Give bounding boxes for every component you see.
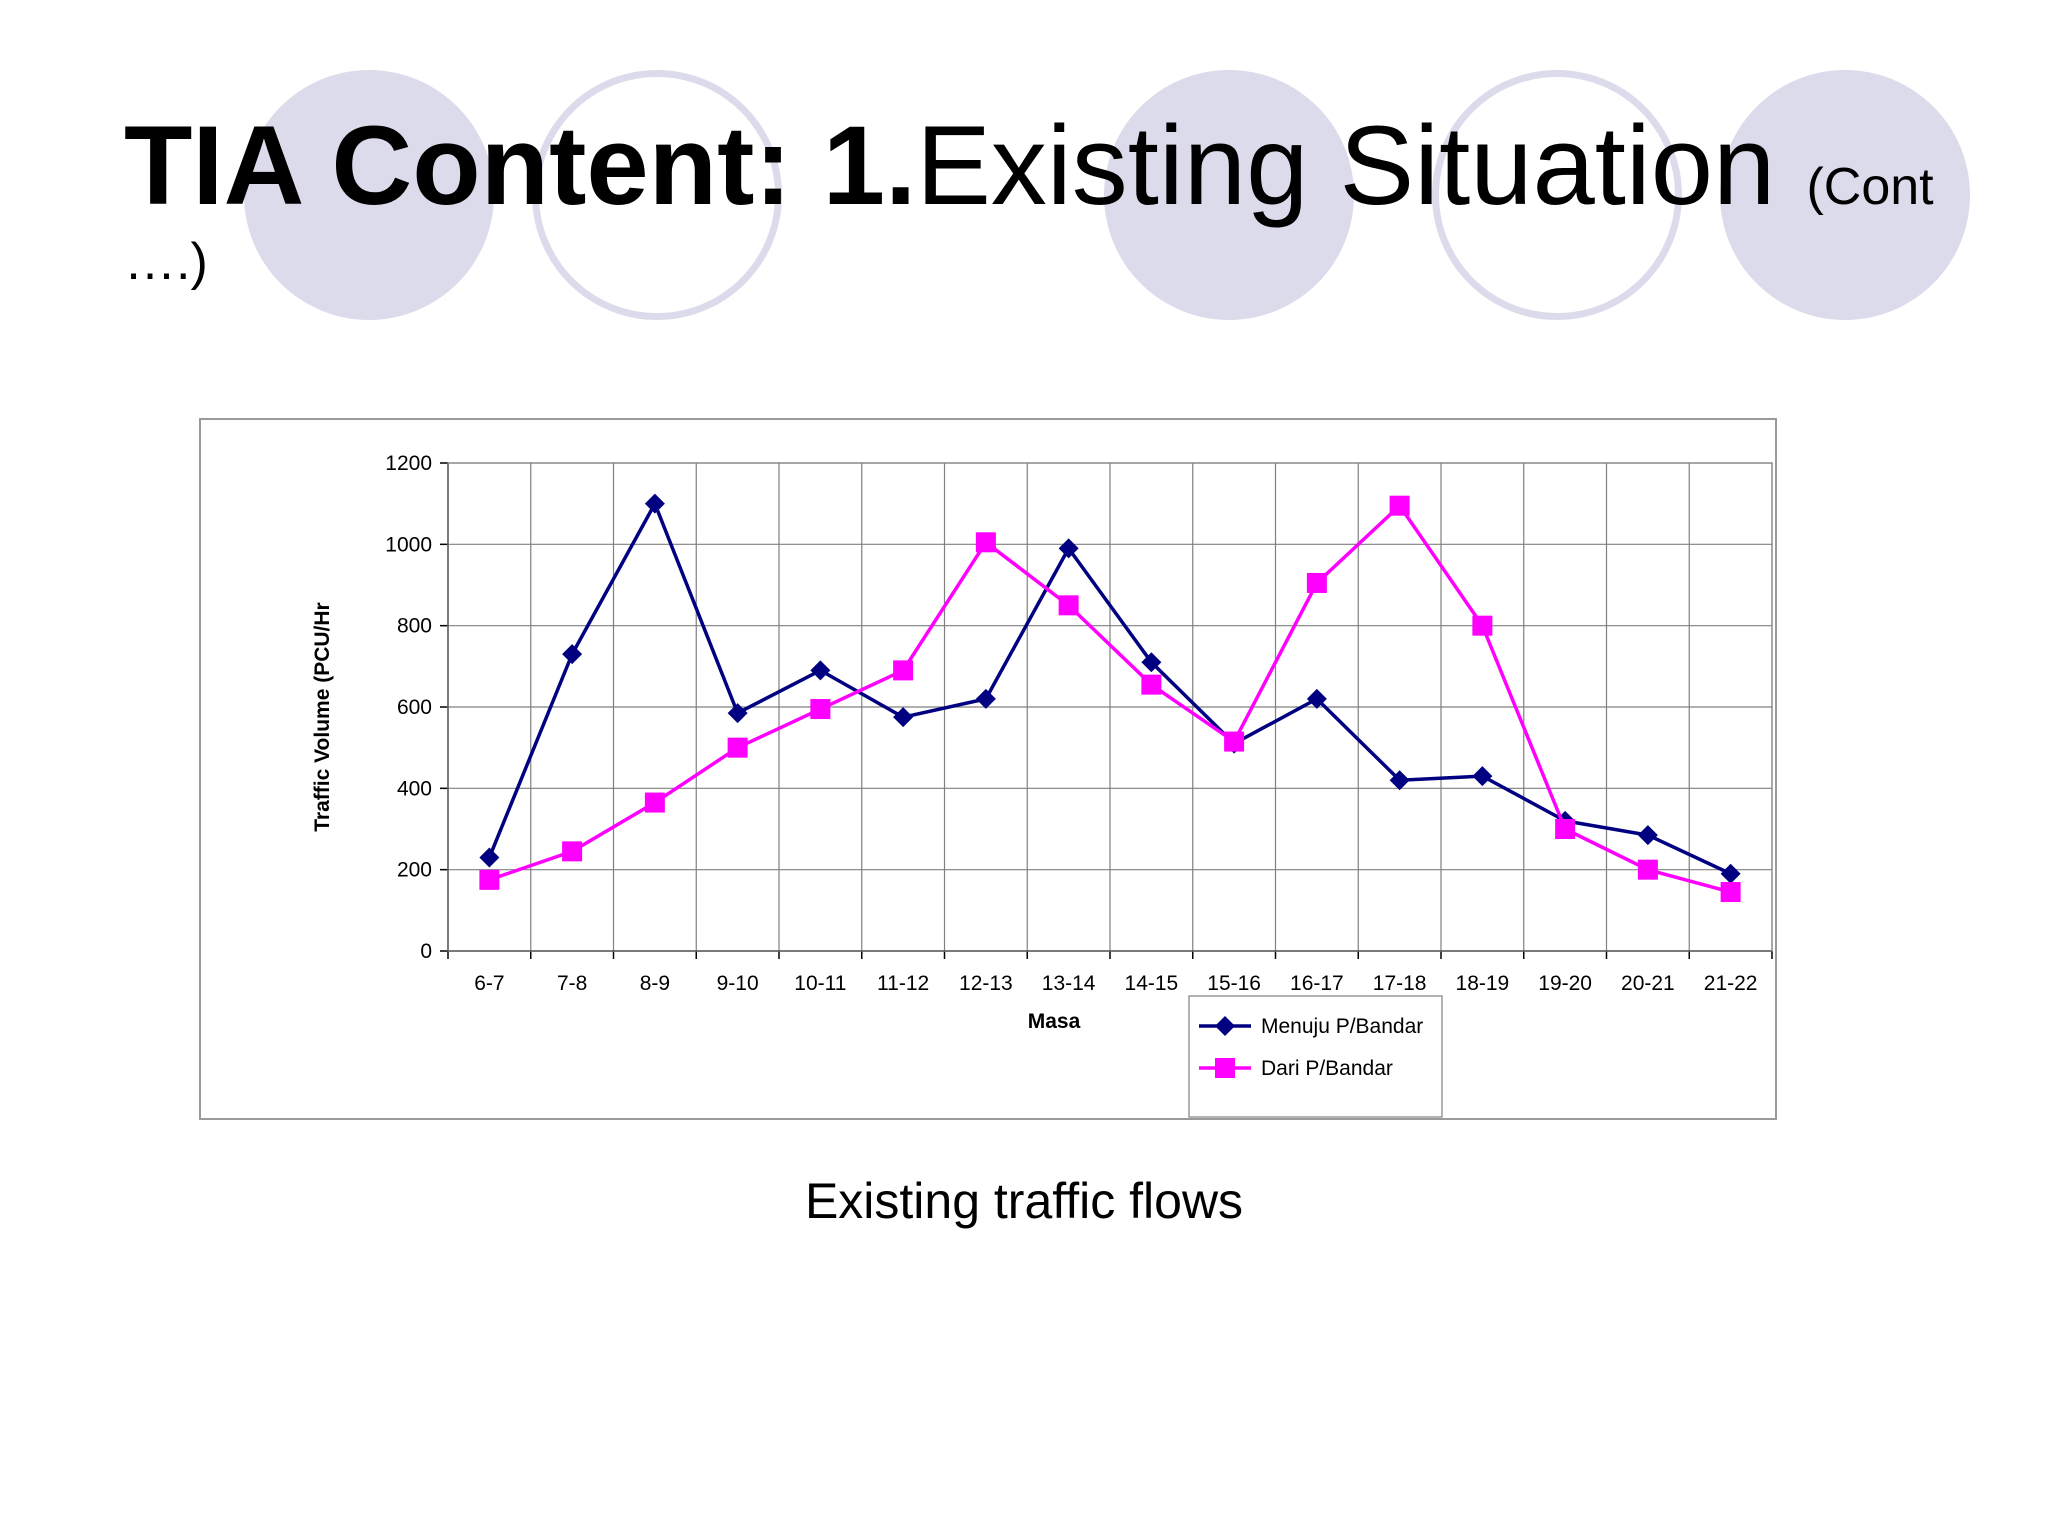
series-2-point: [479, 869, 500, 890]
x-tick-label: 8-9: [640, 972, 670, 995]
chart-frame: 0 200 400 600 800 1000 1200 6-7 7-8 8-9 9-10 10-11 1…: [199, 418, 1777, 1120]
decorative-circle-filled-2: [1104, 70, 1354, 320]
y-tick-label: 400: [397, 777, 432, 800]
x-tick-label: 14-15: [1125, 972, 1179, 995]
x-tick-label: 6-7: [474, 972, 504, 995]
series-2-point: [1720, 882, 1741, 903]
y-tick-label: 1200: [385, 452, 432, 475]
series-line-2: [488, 503, 1732, 894]
slide-title-normal: Existing Situation: [916, 103, 1807, 228]
series-1-point: [975, 688, 996, 709]
x-tick-label: 10-11: [794, 972, 846, 995]
y-tick-label: 0: [420, 940, 432, 963]
y-axis-title: Traffic Volume (PCU/Hr: [311, 602, 334, 831]
x-tick-label: 21-22: [1704, 972, 1758, 995]
series-2-point: [1389, 495, 1410, 516]
series-2-point: [1224, 731, 1245, 752]
slide-title-continued: (Cont ….): [124, 158, 1934, 292]
series-2-point: [1141, 674, 1162, 695]
legend-box: [1188, 995, 1443, 1118]
decorative-circle-filled-1: [244, 70, 494, 320]
series-2-point: [893, 660, 914, 681]
series-line-1: [487, 501, 1732, 876]
x-tick-label: 15-16: [1207, 972, 1261, 995]
series-2-point: [1555, 819, 1576, 839]
decorative-circle-ring-2: [1432, 70, 1682, 320]
x-tick-label: 13-14: [1042, 972, 1096, 995]
series-1-point: [562, 644, 583, 665]
legend-label: Dari P/Bandar: [1261, 1057, 1393, 1080]
plot-border: [447, 462, 1773, 952]
y-tick-label: 1000: [385, 533, 432, 556]
x-tick-label: 19-20: [1538, 972, 1592, 995]
y-tick-label: 600: [397, 696, 432, 719]
x-tick-label: 17-18: [1373, 972, 1427, 995]
series-1-point: [810, 660, 831, 681]
series-2-point: [1058, 595, 1079, 616]
series-2-point: [562, 841, 583, 862]
x-axis-title: Masa: [1028, 1010, 1081, 1033]
chart-caption: Existing traffic flows: [804, 1173, 1244, 1229]
series-2-point: [975, 532, 996, 553]
x-tick-label: 11-12: [877, 972, 929, 995]
series-2-point: [1306, 572, 1327, 593]
series-1-point: [1637, 825, 1658, 846]
x-tick-label: 20-21: [1621, 972, 1675, 995]
x-tick-label: 16-17: [1290, 972, 1344, 995]
legend-swatch-marker: [1215, 1058, 1235, 1078]
series-2-point: [1472, 615, 1493, 636]
slide-title-bold: TIA Content: 1.: [124, 103, 917, 228]
series-1-point: [1720, 863, 1741, 884]
x-tick-label: 18-19: [1456, 972, 1510, 995]
y-tick-label: 200: [397, 859, 432, 882]
decorative-circle-ring-1: [532, 70, 782, 320]
x-tick-label: 9-10: [717, 972, 759, 995]
series-1-point: [1141, 652, 1162, 673]
series-1-point: [727, 703, 748, 724]
series-1-point: [893, 707, 914, 728]
series-2-point: [1637, 859, 1658, 880]
series-2-point: [644, 792, 665, 813]
traffic-chart: 0 200 400 600 800 1000 1200 6-7 7-8 8-9 9-10 10-11 1…: [311, 452, 1773, 1118]
series-2-point: [727, 737, 748, 758]
legend-label: Menuju P/Bandar: [1261, 1015, 1423, 1038]
series-1-point: [1472, 766, 1493, 787]
decorative-circle-filled-3: [1720, 70, 1970, 320]
series-1-point: [479, 847, 500, 868]
x-tick-label: 7-8: [557, 972, 587, 995]
series-1-point: [1058, 538, 1079, 559]
series-1-point: [1389, 770, 1410, 791]
x-tick-label: 12-13: [959, 972, 1013, 995]
series-2-point: [810, 699, 831, 720]
legend-swatch-marker: [1215, 1016, 1235, 1036]
y-tick-label: 800: [397, 615, 432, 638]
series-1-point: [1306, 688, 1327, 709]
slide-title: TIA Content: 1.Existing Situation (Cont …: [124, 100, 1964, 294]
